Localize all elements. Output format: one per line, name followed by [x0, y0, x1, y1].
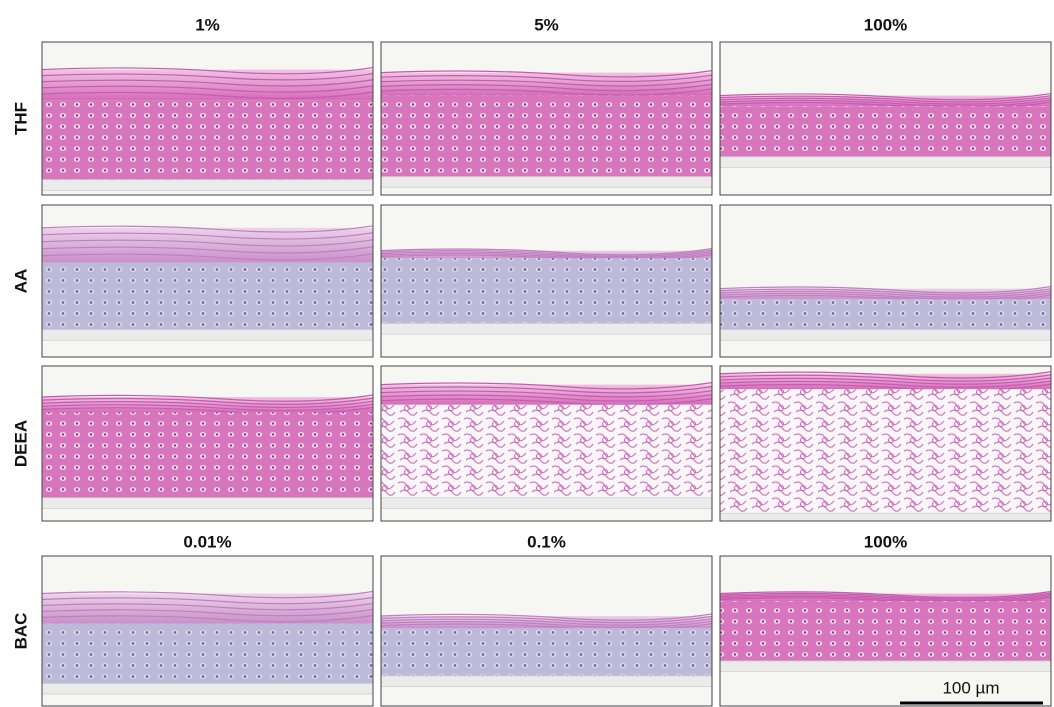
row-label: BAC: [11, 613, 30, 650]
micrograph-panel: [42, 556, 373, 706]
epidermis: [42, 624, 373, 684]
figure: 100 µm 1% 5% 100% THF AA DEEA BAC 0.01% 0.1% 100%: [0, 0, 1054, 707]
micrograph-panel: [381, 556, 712, 706]
row-label: THF: [11, 102, 30, 135]
membrane: [720, 513, 1051, 521]
micrograph-panel: [42, 366, 373, 521]
membrane: [42, 330, 373, 341]
column-header: 100%: [864, 15, 907, 34]
micrograph-panel: [720, 556, 1051, 706]
column-header: 100%: [864, 532, 907, 551]
column-header: 5%: [534, 15, 559, 34]
epidermis: [720, 299, 1051, 329]
epidermis: [42, 263, 373, 330]
epidermis: [381, 628, 712, 676]
epidermis: [720, 601, 1051, 661]
membrane: [42, 180, 373, 191]
micrograph-panel: [720, 42, 1051, 195]
micrograph-panel: [42, 205, 373, 357]
membrane: [381, 498, 712, 509]
epidermis: [381, 258, 712, 323]
membrane: [720, 157, 1051, 168]
membrane: [381, 177, 712, 188]
panel-grid: [42, 42, 1051, 706]
epidermis: [720, 389, 1051, 513]
micrograph-panel: [381, 366, 712, 521]
row-label: DEEA: [11, 420, 30, 467]
micrograph-panel: [720, 205, 1051, 357]
column-header: 0.1%: [527, 532, 566, 551]
epidermis: [381, 96, 712, 177]
micrograph-panel: [720, 366, 1051, 521]
membrane: [42, 498, 373, 509]
column-header: 1%: [195, 15, 220, 34]
membrane: [720, 661, 1051, 672]
membrane: [42, 684, 373, 695]
scale-bar-label: 100 µm: [942, 678, 999, 697]
epidermis: [42, 100, 373, 180]
epidermis: [720, 106, 1051, 156]
membrane: [381, 676, 712, 687]
micrograph-panel: [381, 42, 712, 195]
row-label: AA: [11, 269, 30, 294]
epidermis: [42, 413, 373, 498]
membrane: [381, 324, 712, 335]
epidermis: [381, 405, 712, 498]
micrograph-panel: [381, 205, 712, 357]
column-header: 0.01%: [183, 532, 231, 551]
membrane: [720, 330, 1051, 341]
micrograph-panel: [42, 42, 373, 195]
